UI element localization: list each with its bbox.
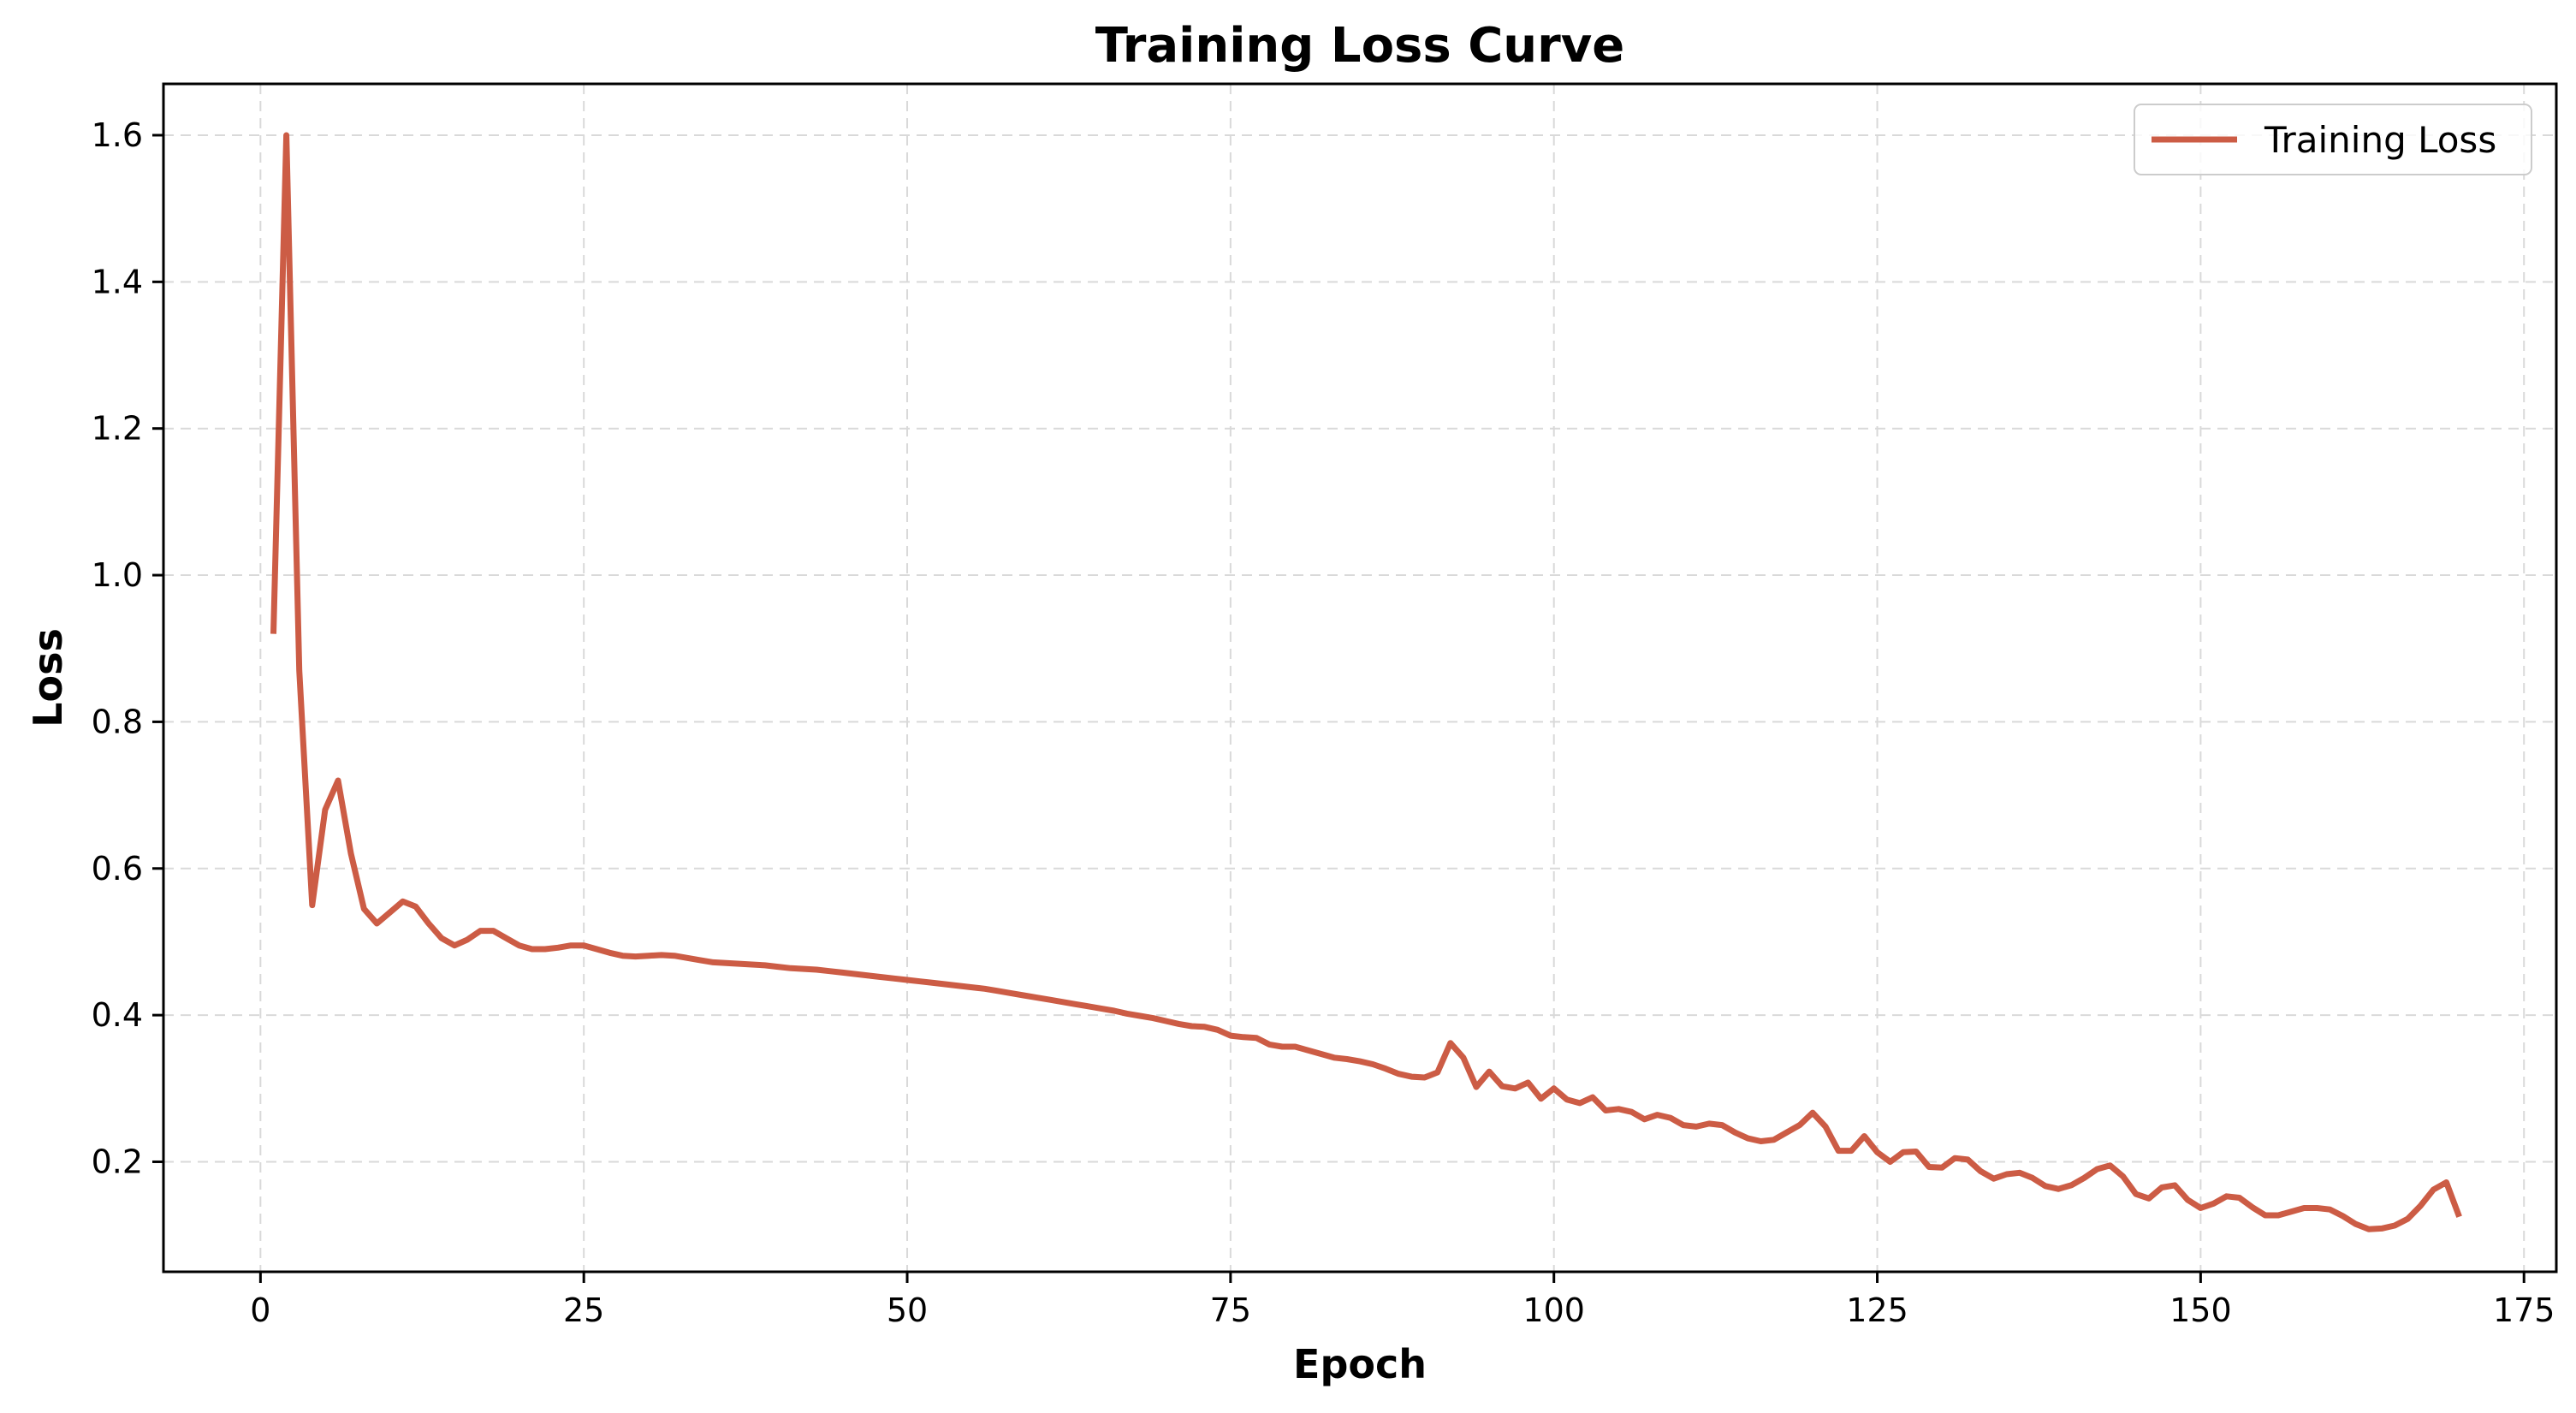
grid-lines (163, 84, 2556, 1272)
y-axis: 0.2 0.4 0.6 0.8 1.0 1.2 1.4 1.6 (92, 116, 163, 1180)
y-axis-label: Loss (25, 628, 71, 727)
x-tick-label-25: 25 (563, 1291, 604, 1329)
plot-area (270, 132, 2462, 1232)
y-tick-label-4: 1.0 (92, 556, 143, 594)
x-tick-label-175: 175 (2493, 1291, 2555, 1329)
legend-box (2134, 104, 2532, 175)
x-tick-label-125: 125 (1846, 1291, 1908, 1329)
x-tick-label-75: 75 (1210, 1291, 1251, 1329)
chart-title: Training Loss Curve (1095, 18, 1625, 74)
y-tick-label-1: 0.4 (92, 996, 143, 1034)
y-tick-label-5: 1.2 (92, 410, 143, 448)
y-tick-label-6: 1.4 (92, 263, 143, 300)
y-tick-label-7: 1.6 (92, 116, 143, 154)
x-tick-label-50: 50 (887, 1291, 928, 1329)
x-tick-label-150: 150 (2169, 1291, 2232, 1329)
x-tick-label-100: 100 (1522, 1291, 1585, 1329)
y-tick-label-2: 0.6 (92, 850, 143, 888)
series-line-training-loss (270, 132, 2462, 1232)
axes-frame (162, 82, 2558, 1273)
y-tick-label-3: 0.8 (92, 703, 143, 740)
x-axis: 0 25 50 75 100 125 150 175 (250, 1272, 2555, 1329)
x-axis-label: Epoch (1293, 1341, 1427, 1387)
legend-label-training-loss: Training Loss (2264, 119, 2496, 161)
legend: Training Loss (2134, 104, 2532, 175)
y-tick-label-0: 0.2 (92, 1143, 143, 1180)
x-tick-label-0: 0 (250, 1291, 270, 1329)
